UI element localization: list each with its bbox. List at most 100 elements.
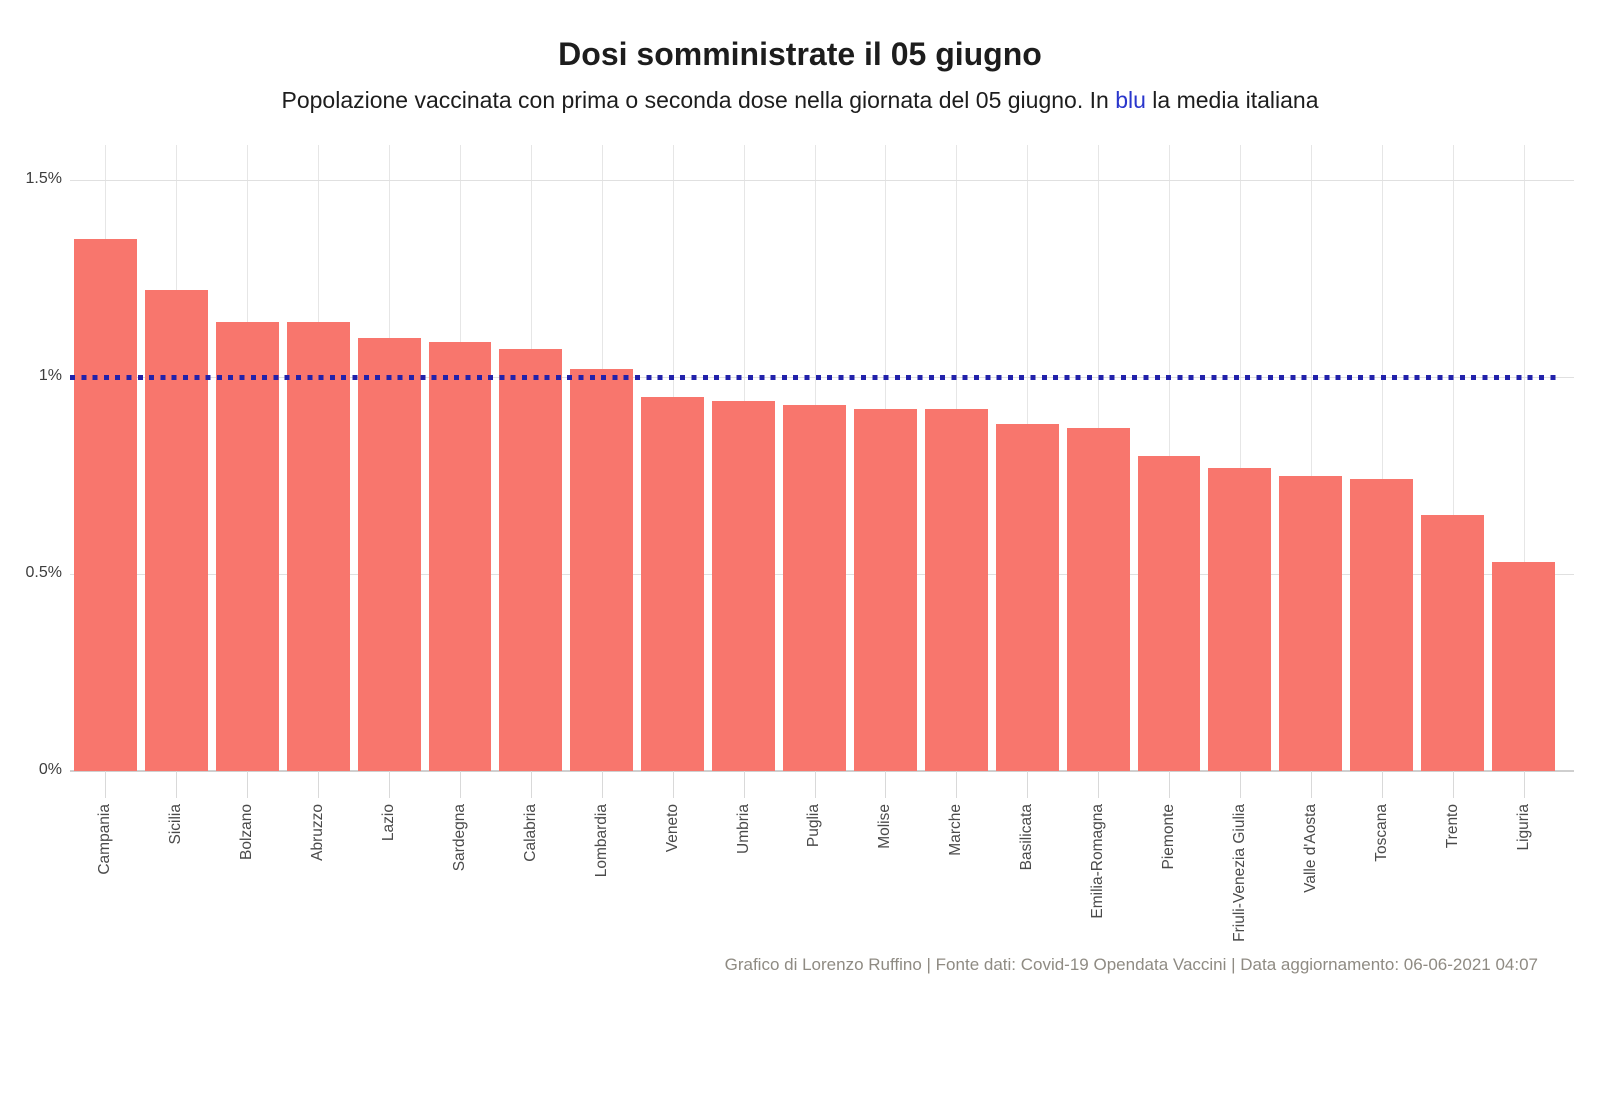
x-label-toscana: Toscana: [1346, 804, 1417, 1104]
bar-chart-plot-area: Campania Sicilia Bolzano Abruzzo Lazio Sardeg…: [70, 145, 1574, 942]
bar-basilicata[interactable]: [995, 424, 1059, 771]
x-label-lombardia: Lombardia: [566, 804, 637, 1104]
chart-title: Dosi somministrate il 05 giugno: [558, 36, 1042, 72]
x-tick: [530, 771, 532, 798]
bar-molise[interactable]: [853, 408, 917, 771]
x-label-text: Puglia: [805, 804, 823, 848]
x-label-umbria: Umbria: [708, 804, 779, 1104]
x-tick: [318, 771, 320, 798]
bar-sardegna[interactable]: [428, 341, 492, 771]
v-gridline: [1239, 145, 1241, 771]
x-label-text: Veneto: [663, 804, 681, 853]
x-label-text: Campania: [96, 804, 114, 875]
x-label-sardegna: Sardegna: [425, 804, 496, 1104]
x-tick: [1381, 771, 1383, 798]
v-gridline: [1452, 145, 1454, 771]
x-tick: [1169, 771, 1171, 798]
x-tick: [1310, 771, 1312, 798]
x-label-text: Valle d'Aosta: [1301, 804, 1319, 893]
x-tick: [389, 771, 391, 798]
x-label-text: Lazio: [380, 804, 398, 842]
x-label-text: Bolzano: [238, 804, 256, 861]
x-label-text: Sardegna: [450, 804, 468, 872]
x-tick: [672, 771, 674, 798]
x-label-text: Emilia-Romagna: [1089, 804, 1107, 919]
x-tick: [1239, 771, 1241, 798]
v-gridline: [1310, 145, 1312, 771]
x-label-valle-d-aosta: Valle d'Aosta: [1275, 804, 1346, 1104]
x-label-text: Marche: [947, 804, 965, 856]
x-label-puglia: Puglia: [779, 804, 850, 1104]
bar-friuli-venezia-giulia[interactable]: [1208, 467, 1272, 771]
x-label-text: Liguria: [1514, 804, 1532, 851]
x-tick: [1523, 771, 1525, 798]
x-label-campania: Campania: [70, 804, 141, 1104]
x-label-text: Molise: [876, 804, 894, 849]
x-label-friuli-venezia-giulia: Friuli-Venezia Giulia: [1204, 804, 1275, 1104]
bar-toscana[interactable]: [1350, 479, 1414, 771]
bar-valle-d-aosta[interactable]: [1279, 475, 1343, 771]
bar-sicilia[interactable]: [144, 290, 208, 771]
x-tick: [1027, 771, 1029, 798]
bar-abruzzo[interactable]: [286, 321, 350, 771]
x-label-text: Toscana: [1372, 804, 1390, 862]
bar-lazio[interactable]: [357, 337, 421, 771]
x-axis-line: [70, 770, 1574, 772]
bar-calabria[interactable]: [499, 349, 563, 771]
x-tick: [956, 771, 958, 798]
x-tick: [601, 771, 603, 798]
bar-liguria[interactable]: [1492, 562, 1555, 771]
h-gridline: [70, 180, 1574, 181]
x-tick: [814, 771, 816, 798]
x-tick: [1098, 771, 1100, 798]
y-tick-label: 0%: [38, 761, 62, 778]
average-reference-line: [70, 375, 1560, 380]
bar-piemonte[interactable]: [1137, 455, 1201, 771]
footer-credit: Grafico di Lorenzo Ruffino | Fonte dati:…: [724, 955, 1538, 974]
bar-trento[interactable]: [1421, 514, 1485, 771]
bar-campania[interactable]: [74, 239, 137, 771]
x-label-text: Umbria: [734, 804, 752, 854]
x-tick: [1452, 771, 1454, 798]
y-tick-label: 0.5%: [25, 564, 62, 581]
subtitle-highlight-blu: blu: [1115, 87, 1146, 113]
x-label-abruzzo: Abruzzo: [283, 804, 354, 1104]
subtitle-text-pre: Popolazione vaccinata con prima o second…: [281, 87, 1116, 113]
x-label-piemonte: Piemonte: [1134, 804, 1205, 1104]
bar-emilia-romagna[interactable]: [1066, 428, 1130, 771]
y-tick-label: 1.5%: [25, 170, 62, 187]
x-label-sicilia: Sicilia: [141, 804, 212, 1104]
y-axis: 0% 0.5% 1% 1.5%: [0, 145, 62, 778]
bar-marche[interactable]: [924, 408, 988, 771]
x-label-text: Trento: [1443, 804, 1461, 849]
x-tick: [743, 771, 745, 798]
subtitle-text-post: la media italiana: [1145, 87, 1319, 113]
bar-veneto[interactable]: [641, 396, 705, 771]
y-tick-label: 1%: [38, 367, 62, 384]
bar-lombardia[interactable]: [570, 369, 634, 771]
v-gridline: [1523, 145, 1525, 771]
x-tick: [105, 771, 107, 798]
x-tick: [459, 771, 461, 798]
bar-umbria[interactable]: [712, 400, 776, 771]
chart-subtitle: Popolazione vaccinata con prima o second…: [0, 87, 1600, 114]
x-label-text: Abruzzo: [309, 804, 327, 861]
x-label-trento: Trento: [1417, 804, 1488, 1104]
x-tick: [247, 771, 249, 798]
x-label-text: Calabria: [521, 804, 539, 862]
x-label-veneto: Veneto: [637, 804, 708, 1104]
x-label-emilia-romagna: Emilia-Romagna: [1063, 804, 1134, 1104]
x-label-text: Basilicata: [1018, 804, 1036, 871]
v-gridline: [1381, 145, 1383, 771]
x-label-liguria: Liguria: [1488, 804, 1559, 1104]
x-label-calabria: Calabria: [495, 804, 566, 1104]
x-tick: [885, 771, 887, 798]
x-label-text: Friuli-Venezia Giulia: [1230, 804, 1248, 942]
x-label-basilicata: Basilicata: [992, 804, 1063, 1104]
bar-puglia[interactable]: [783, 404, 846, 771]
x-label-molise: Molise: [850, 804, 921, 1104]
x-label-lazio: Lazio: [354, 804, 425, 1104]
x-label-bolzano: Bolzano: [212, 804, 283, 1104]
bar-bolzano[interactable]: [215, 321, 279, 771]
x-label-marche: Marche: [921, 804, 992, 1104]
